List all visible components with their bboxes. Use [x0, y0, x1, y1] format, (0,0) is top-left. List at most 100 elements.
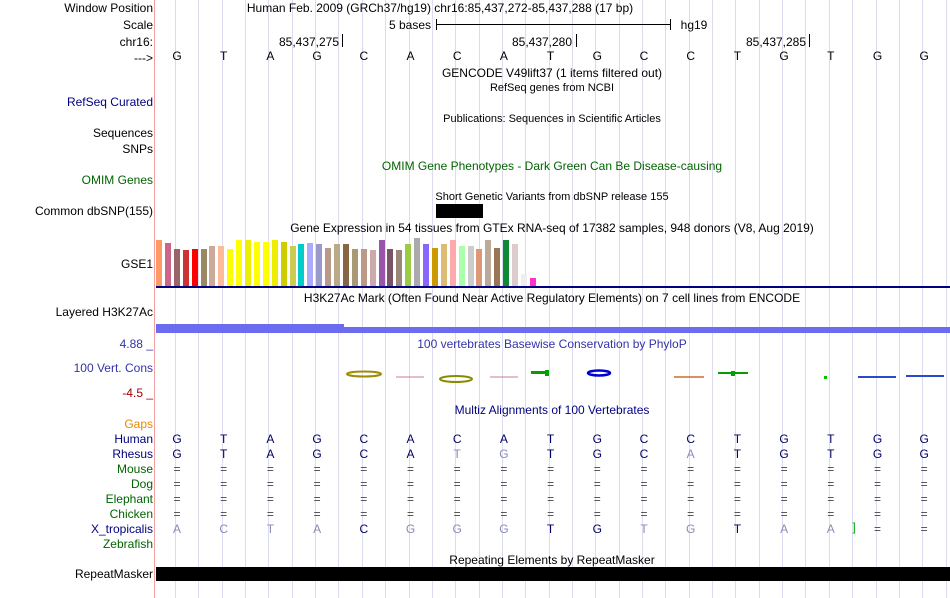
base-letter: = — [920, 522, 928, 536]
scale-bar-left-tick — [436, 19, 437, 30]
gtex-tissue-bar[interactable] — [334, 244, 340, 286]
gtex-tissue-bar[interactable] — [378, 240, 385, 286]
label-layered-h3k27ac[interactable]: Layered H3K27Ac — [55, 305, 153, 319]
base-letter: C — [639, 447, 649, 461]
browser-image[interactable]: Human Feb. 2009 (GRCh37/hg19) chr16:85,4… — [156, 0, 950, 598]
label-species-zebrafish[interactable]: Zebrafish — [102, 537, 153, 551]
base-letter: = — [827, 477, 835, 491]
base-letter: T — [827, 49, 835, 63]
label-species-human[interactable]: Human — [114, 432, 153, 446]
gridline — [758, 0, 760, 598]
base-letter: = — [406, 492, 414, 506]
base-letter: C — [359, 49, 369, 63]
gtex-tissue-bar[interactable] — [458, 246, 465, 286]
gtex-tissue-bar[interactable] — [503, 240, 510, 286]
gtex-tissue-bar[interactable] — [467, 246, 474, 286]
gtex-tissue-bar[interactable] — [494, 248, 501, 286]
gtex-tissue-bar[interactable] — [529, 278, 536, 286]
gtex-tissue-bar[interactable] — [351, 249, 358, 286]
gtex-tissue-bar[interactable] — [342, 244, 349, 286]
gtex-tissue-bar[interactable] — [316, 244, 323, 286]
phylop-mark-11 — [824, 376, 827, 379]
label-scale[interactable]: Scale — [122, 18, 153, 32]
base-letter: = — [547, 492, 555, 506]
label-dbsnp[interactable]: Common dbSNP(155) — [34, 204, 153, 218]
h3k27ac-track-title: H3K27Ac Mark (Often Found Near Active Re… — [303, 291, 801, 305]
gtex-tissue-bar[interactable] — [405, 244, 412, 286]
gtex-tissue-bar[interactable] — [164, 243, 171, 286]
gtex-tissue-bar[interactable] — [200, 249, 207, 286]
gtex-tissue-bar[interactable] — [449, 240, 456, 286]
label-species-xtropicalis[interactable]: X_tropicalis — [90, 522, 153, 536]
base-letter: = — [406, 507, 414, 521]
label-species-mouse[interactable]: Mouse — [116, 462, 153, 476]
label-refseq[interactable]: RefSeq Curated — [66, 95, 153, 109]
gridline — [408, 0, 410, 598]
gtex-tissue-bar[interactable] — [369, 250, 376, 286]
base-letter: = — [547, 477, 555, 491]
gtex-tissue-bar[interactable] — [209, 246, 216, 286]
gtex-tissue-bar[interactable] — [236, 240, 243, 286]
label-chrom[interactable]: chr16: — [119, 35, 153, 49]
base-letter: = — [780, 492, 788, 506]
label-window-position[interactable]: Window Position — [64, 1, 153, 15]
refseq-track-title: RefSeq genes from NCBI — [489, 82, 615, 94]
base-letter: = — [687, 462, 695, 476]
gtex-tissue-bar[interactable] — [325, 248, 332, 286]
repeatmasker-element[interactable] — [156, 567, 950, 581]
gtex-tissue-bar[interactable] — [280, 242, 287, 286]
label-snps[interactable]: SNPs — [122, 142, 153, 156]
gtex-tissue-bar[interactable] — [173, 249, 180, 286]
label-repeatmasker[interactable]: RepeatMasker — [74, 567, 153, 581]
label-gaps[interactable]: Gaps — [124, 417, 153, 431]
gtex-tissue-bar[interactable] — [512, 244, 518, 286]
dbsnp-variant-block[interactable] — [436, 204, 483, 218]
gridline — [455, 0, 457, 598]
gtex-tissue-bar[interactable] — [271, 240, 278, 286]
gtex-tissue-bar[interactable] — [476, 249, 483, 286]
gtex-tissue-bar[interactable] — [298, 244, 305, 286]
gtex-tissue-bar[interactable] — [360, 249, 367, 286]
label-sequences[interactable]: Sequences — [92, 126, 153, 140]
base-letter: A — [266, 49, 275, 63]
gtex-tissue-bar[interactable] — [245, 240, 251, 286]
base-letter: = — [593, 492, 601, 506]
gtex-tissue-bar[interactable] — [191, 249, 198, 286]
gtex-tissue-bar[interactable] — [227, 249, 234, 286]
label-omim[interactable]: OMIM Genes — [81, 173, 153, 187]
label-gse1[interactable]: GSE1 — [120, 257, 153, 271]
gtex-tissue-bar[interactable] — [387, 249, 394, 286]
label-species-dog[interactable]: Dog — [130, 477, 153, 491]
gtex-tissue-bar[interactable] — [396, 250, 403, 286]
gtex-tissue-bar[interactable] — [520, 274, 527, 286]
gtex-tissue-bar[interactable] — [182, 250, 189, 286]
repeatmasker-track-title: Repeating Elements by RepeatMasker — [449, 553, 655, 567]
gtex-tissue-bar[interactable] — [440, 244, 447, 286]
scale-right-label: hg19 — [680, 18, 708, 32]
gtex-tissue-bar[interactable] — [307, 243, 314, 286]
base-letter: T — [546, 432, 555, 446]
label-strand[interactable]: ---> — [134, 51, 153, 65]
label-cons[interactable]: 100 Vert. Cons — [73, 361, 153, 375]
gridline — [478, 0, 480, 598]
base-letter: = — [500, 462, 508, 476]
label-species-chicken[interactable]: Chicken — [109, 507, 153, 521]
publications-track-title: Publications: Sequences in Scientific Ar… — [443, 113, 661, 125]
gtex-tissue-bar[interactable] — [156, 240, 162, 286]
gtex-tissue-bar[interactable] — [289, 246, 296, 286]
gtex-tissue-bar[interactable] — [431, 248, 438, 286]
base-letter: = — [500, 507, 508, 521]
gridline — [595, 0, 597, 598]
gtex-tissue-bar[interactable] — [485, 240, 492, 286]
gtex-tissue-bar[interactable] — [218, 246, 225, 286]
label-species-rhesus[interactable]: Rhesus — [112, 447, 153, 461]
gridline — [315, 0, 317, 598]
gtex-tissue-bar[interactable] — [423, 244, 429, 286]
gtex-tissue-bar[interactable] — [262, 242, 269, 286]
gridline — [198, 0, 200, 598]
base-letter: = — [266, 462, 274, 476]
phylop-mark-5 — [531, 371, 549, 374]
gtex-tissue-bar[interactable] — [414, 238, 421, 286]
label-species-elephant[interactable]: Elephant — [105, 492, 153, 506]
gtex-tissue-bar[interactable] — [253, 242, 260, 286]
